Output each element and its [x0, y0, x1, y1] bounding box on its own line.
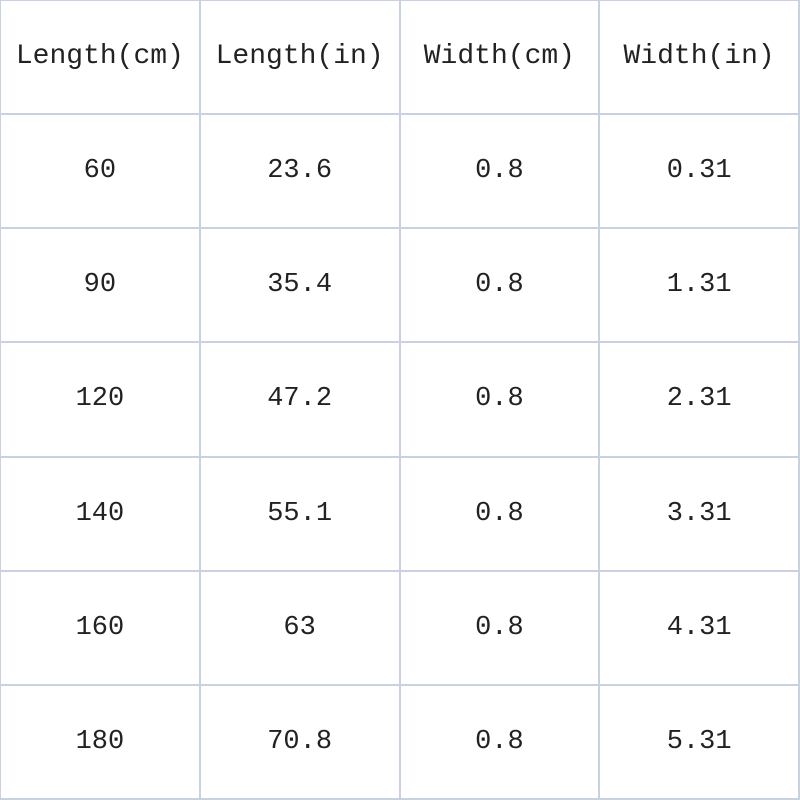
table-cell: 0.8 [400, 343, 601, 458]
table-cell: 90 [1, 229, 201, 344]
table-cell: 4.31 [600, 571, 800, 686]
table-cell: 140 [1, 457, 201, 572]
table-cell: 60 [1, 115, 201, 230]
table-cell: 0.8 [400, 571, 601, 686]
table-cell: 0.31 [600, 115, 800, 230]
header-cell: Width(cm) [400, 1, 601, 116]
table-cell: 0.8 [400, 457, 601, 572]
header-cell: Length(cm) [1, 1, 201, 116]
table-cell: 0.8 [400, 685, 601, 800]
table-cell: 0.8 [400, 115, 601, 230]
table-cell: 5.31 [600, 685, 800, 800]
table-cell: 2.31 [600, 343, 800, 458]
table-cell: 0.8 [400, 229, 601, 344]
table-cell: 35.4 [200, 229, 401, 344]
table-cell: 160 [1, 571, 201, 686]
table-cell: 3.31 [600, 457, 800, 572]
table-cell: 47.2 [200, 343, 401, 458]
table-cell: 63 [200, 571, 401, 686]
header-cell: Width(in) [600, 1, 800, 116]
header-cell: Length(in) [200, 1, 401, 116]
table-cell: 23.6 [200, 115, 401, 230]
table-cell: 55.1 [200, 457, 401, 572]
table-cell: 180 [1, 685, 201, 800]
table-cell: 70.8 [200, 685, 401, 800]
table-cell: 1.31 [600, 229, 800, 344]
table-cell: 120 [1, 343, 201, 458]
